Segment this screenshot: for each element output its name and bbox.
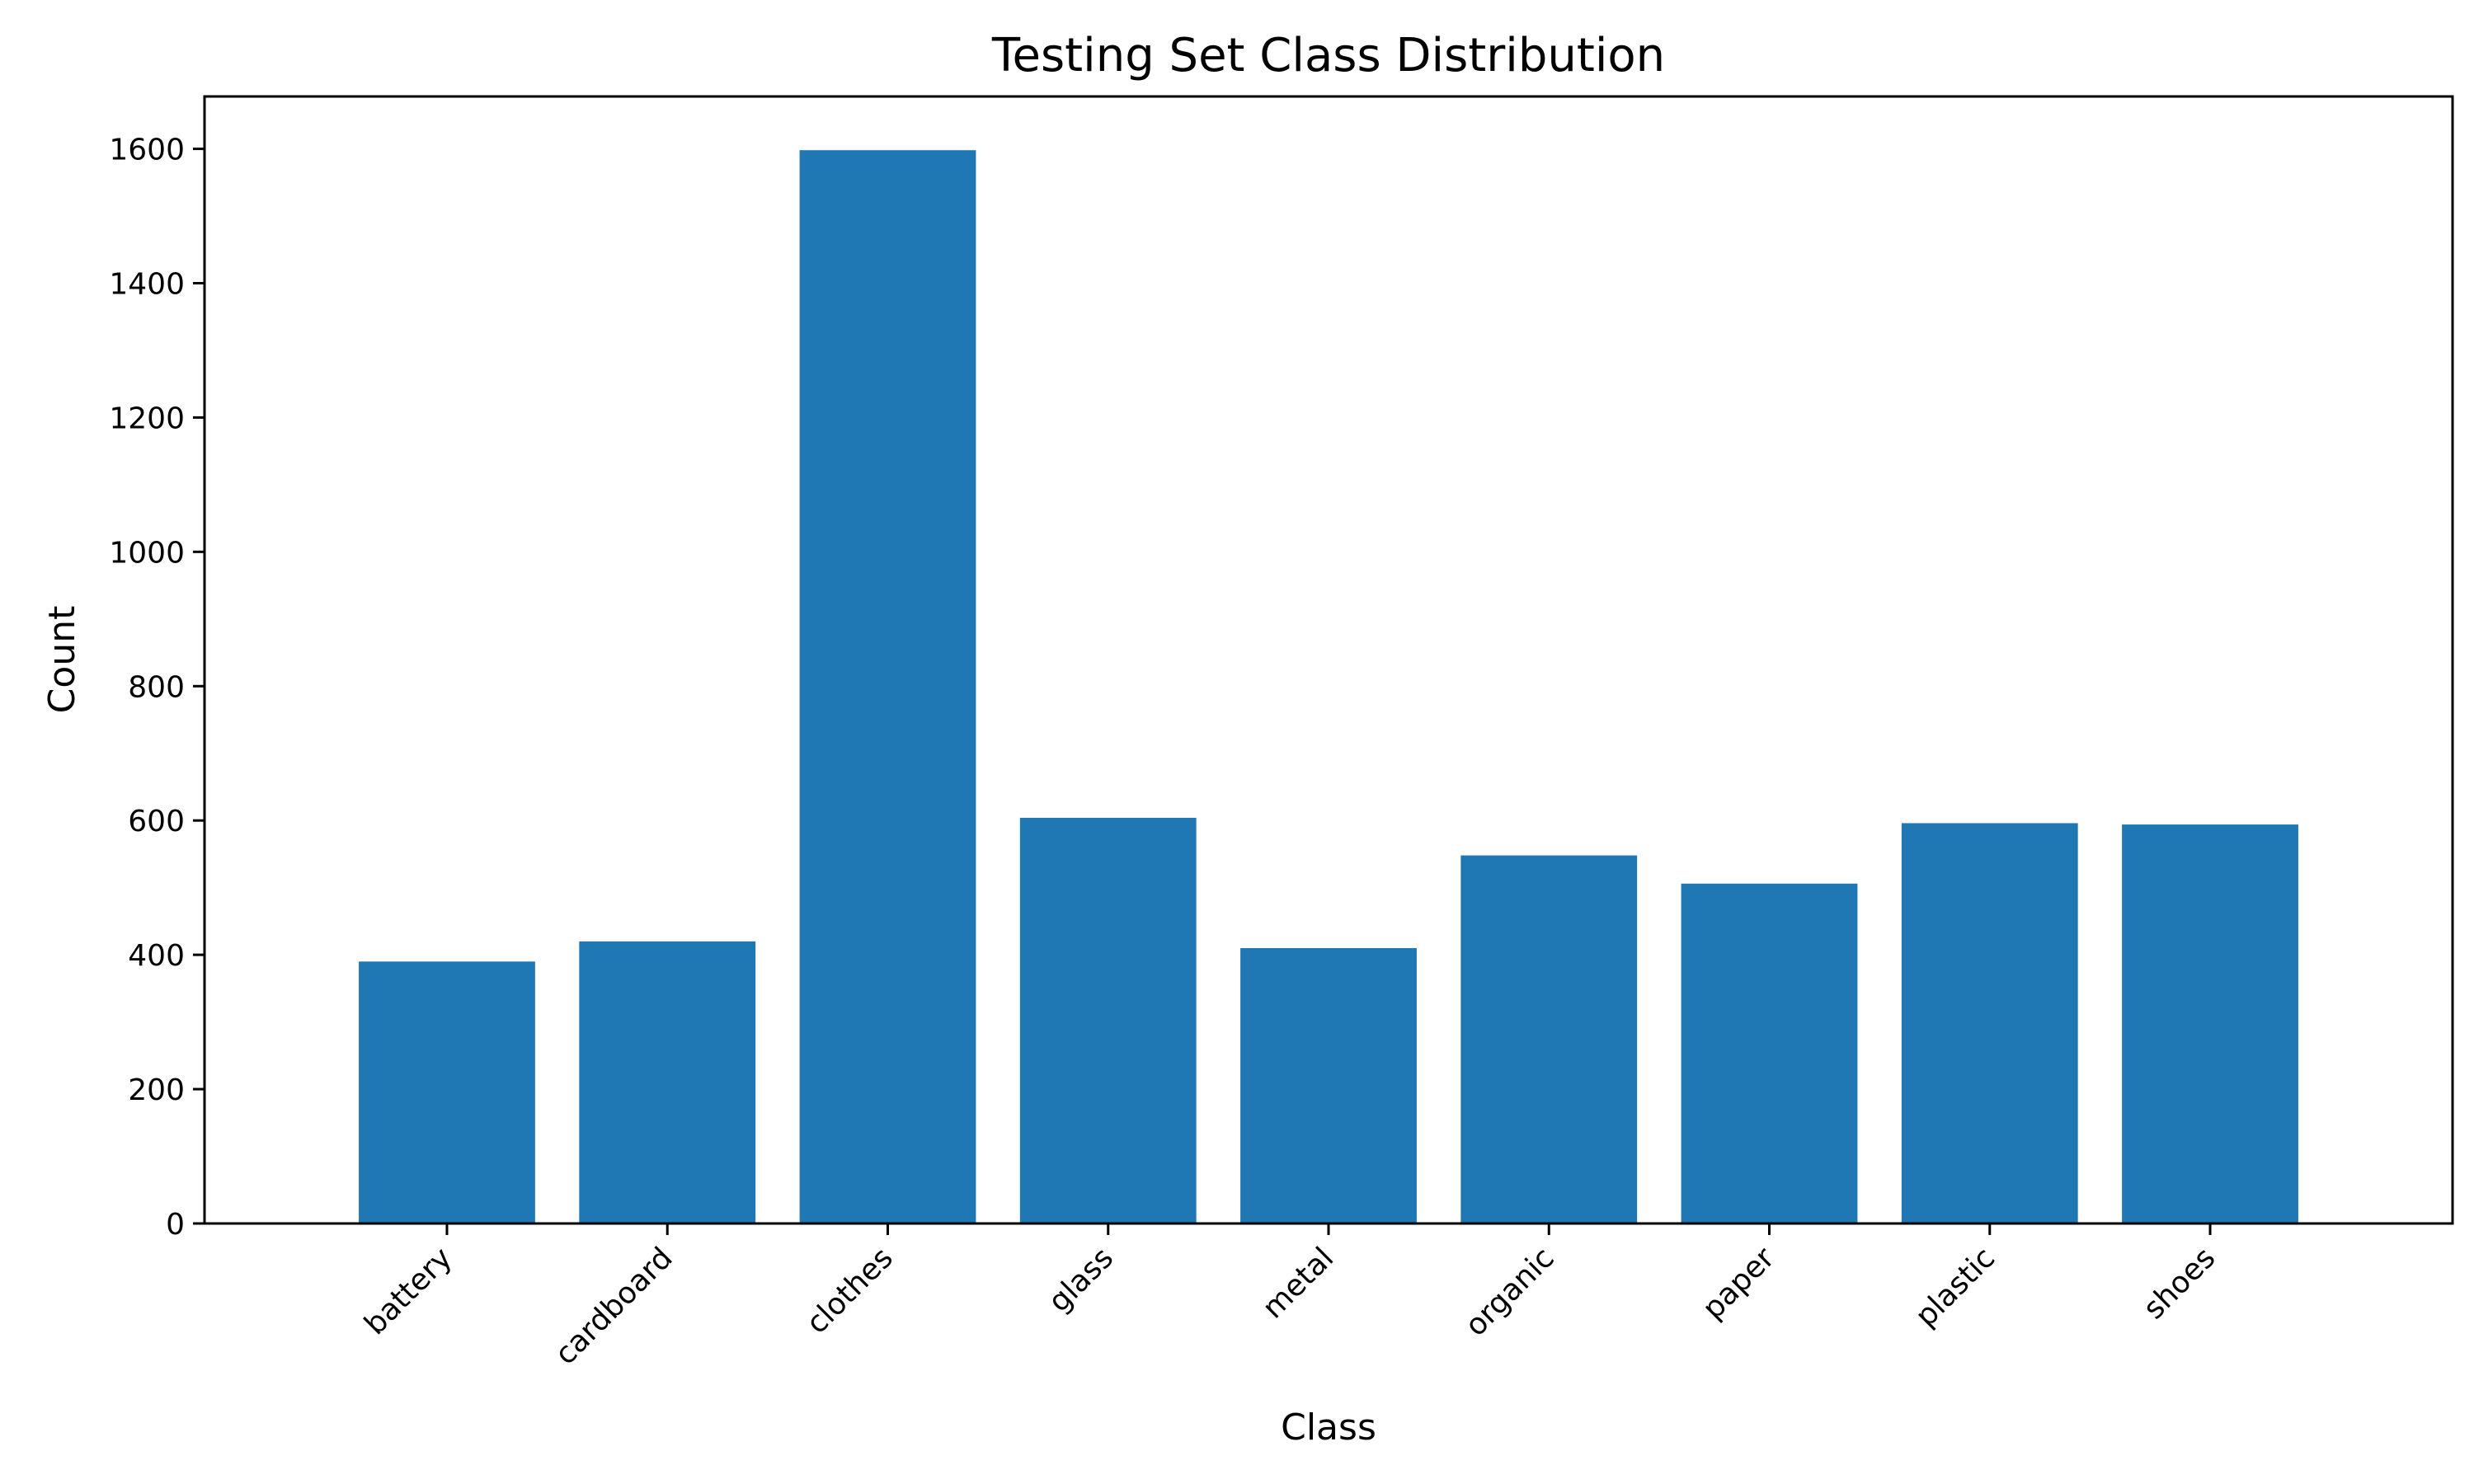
y-tick-label-1600: 1600 xyxy=(109,134,185,167)
x-tick-label-battery: battery xyxy=(358,1241,459,1341)
bar-shoes xyxy=(2122,824,2298,1223)
x-tick-label-cardboard: cardboard xyxy=(548,1241,679,1371)
bar-organic xyxy=(1460,855,1638,1223)
y-tick-label-800: 800 xyxy=(128,670,185,704)
x-tick-label-glass: glass xyxy=(1042,1241,1120,1318)
bar-clothes xyxy=(799,150,976,1223)
bars-group xyxy=(359,150,2298,1223)
x-axis: battery cardboard clothes glass metal organic… xyxy=(358,1223,2222,1372)
x-tick-label-clothes: clothes xyxy=(800,1241,900,1341)
y-tick-label-1000: 1000 xyxy=(109,536,185,570)
y-axis: 0 200 400 600 800 1000 1200 1400 1600 xyxy=(109,134,205,1242)
bar-battery xyxy=(359,961,535,1223)
y-axis-label: Count xyxy=(41,606,83,714)
chart-title: Testing Set Class Distribution xyxy=(991,29,1665,82)
x-axis-label: Class xyxy=(1281,1407,1376,1449)
y-tick-label-600: 600 xyxy=(128,805,185,838)
x-tick-label-metal: metal xyxy=(1256,1241,1340,1325)
x-tick-label-organic: organic xyxy=(1459,1241,1561,1343)
y-tick-label-1200: 1200 xyxy=(109,402,185,435)
bar-metal xyxy=(1240,947,1417,1223)
x-tick-label-paper: paper xyxy=(1696,1241,1781,1326)
bar-cardboard xyxy=(579,941,756,1223)
y-tick-label-400: 400 xyxy=(128,939,185,973)
bar-glass xyxy=(1019,817,1197,1223)
y-tick-label-200: 200 xyxy=(128,1073,185,1107)
y-tick-label-1400: 1400 xyxy=(109,267,185,301)
bar-paper xyxy=(1681,883,1858,1223)
bar-plastic xyxy=(1901,823,2078,1223)
x-tick-label-plastic: plastic xyxy=(1909,1241,2001,1333)
plot-frame xyxy=(203,95,2454,1225)
x-tick-label-shoes: shoes xyxy=(2137,1241,2222,1326)
y-tick-label-0: 0 xyxy=(166,1208,185,1242)
